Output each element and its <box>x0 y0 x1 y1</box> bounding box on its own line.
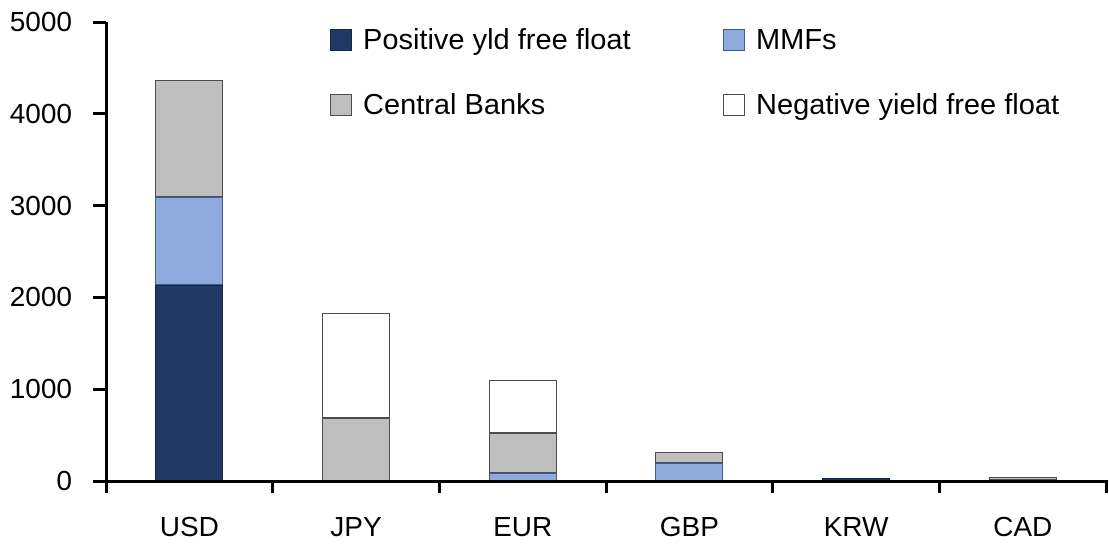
y-axis-tick <box>93 204 106 208</box>
y-tick-label: 2000 <box>9 281 72 313</box>
legend-swatch-positive-yld-free-float <box>330 29 352 51</box>
y-tick-label: 0 <box>56 465 72 496</box>
y-tick-label: 3000 <box>9 189 72 221</box>
legend-label: Positive yld free float <box>363 24 631 56</box>
legend-label: Negative yield free float <box>756 89 1060 121</box>
y-axis-tick <box>93 295 106 299</box>
x-tick-label: CAD <box>993 511 1053 542</box>
bar-segment <box>322 313 390 418</box>
y-axis-tick <box>93 20 106 24</box>
y-axis-line <box>104 22 108 484</box>
x-tick-label: USD <box>159 511 219 542</box>
y-axis-tick <box>93 479 106 483</box>
x-axis-tick <box>604 481 608 493</box>
y-tick-label: 4000 <box>9 97 72 129</box>
legend-label: Central Banks <box>363 89 546 121</box>
legend-swatch-central-banks <box>330 94 352 116</box>
legend-item-negative-yield-free-float: Negative yield free float <box>723 89 1060 121</box>
bar-segment <box>155 79 224 198</box>
legend-label: MMFs <box>756 24 837 56</box>
x-axis-tick <box>937 481 941 493</box>
x-tick-label: JPY <box>330 511 382 542</box>
bar-segment <box>322 417 390 482</box>
y-axis-tick <box>93 112 106 116</box>
bar-segment <box>655 451 724 463</box>
x-tick-label: KRW <box>823 511 889 542</box>
x-tick-label: GBP <box>659 511 719 542</box>
bar-segment <box>155 284 224 482</box>
x-axis-tick <box>437 481 441 493</box>
legend-swatch-mmfs <box>723 29 745 51</box>
y-axis-tick <box>93 387 106 391</box>
y-tick-label: 1000 <box>9 373 72 405</box>
x-axis-tick <box>1104 481 1108 493</box>
x-axis-tick <box>771 481 775 493</box>
x-axis-tick <box>271 481 275 493</box>
legend-swatch-negative-yield-free-float <box>723 94 745 116</box>
x-axis-tick <box>104 481 108 493</box>
legend-item-central-banks: Central Banks <box>330 89 546 121</box>
bar-segment <box>988 476 1057 480</box>
y-tick-label: 5000 <box>9 6 72 37</box>
x-tick-label: EUR <box>493 511 553 542</box>
bar-segment <box>488 380 557 434</box>
bar-segment <box>488 433 557 473</box>
legend-item-positive-yld-free-float: Positive yld free float <box>330 24 631 56</box>
legend-item-mmfs: MMFs <box>723 24 837 56</box>
bar-segment <box>155 197 224 285</box>
